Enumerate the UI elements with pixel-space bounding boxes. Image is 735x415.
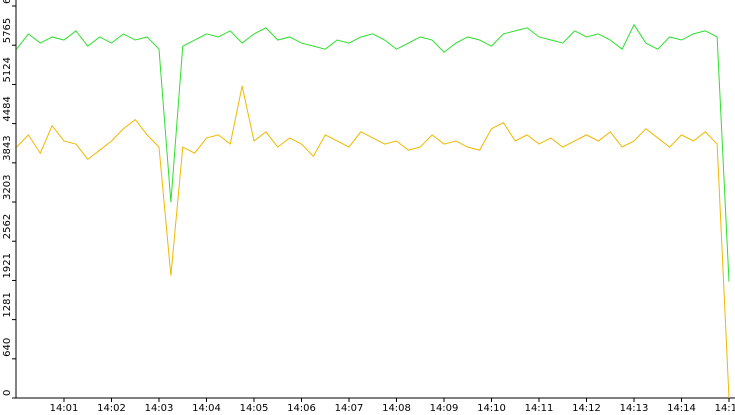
x-tick-label: 14:15 xyxy=(715,403,735,414)
x-tick-label: 14:08 xyxy=(382,403,411,414)
y-tick-label: 3203 xyxy=(2,175,13,200)
x-tick-label: 14:10 xyxy=(477,403,506,414)
x-tick-label: 14:02 xyxy=(97,403,126,414)
x-tick-label: 14:12 xyxy=(572,403,601,414)
x-tick-label: 14:04 xyxy=(192,403,221,414)
x-tick-label: 14:14 xyxy=(667,403,696,414)
x-tick-label: 14:13 xyxy=(620,403,649,414)
x-tick-label: 14:07 xyxy=(335,403,364,414)
y-tick-label: 5124 xyxy=(2,57,13,82)
y-tick-label: 1281 xyxy=(2,292,13,317)
x-tick-label: 14:11 xyxy=(525,403,554,414)
series-line xyxy=(16,23,730,282)
y-tick-label: 4484 xyxy=(2,96,13,121)
y-tick-label: 6406 xyxy=(2,0,13,4)
x-tick-label: 14:05 xyxy=(240,403,269,414)
x-tick-label: 14:03 xyxy=(145,403,174,414)
x-tick-label: 14:06 xyxy=(287,403,316,414)
y-tick-label: 2562 xyxy=(2,214,13,239)
x-tick-label: 14:01 xyxy=(50,403,79,414)
y-tick-label: 1921 xyxy=(2,253,13,278)
y-tick-label: 640 xyxy=(2,338,13,357)
y-tick-label: 0 xyxy=(2,390,13,396)
x-tick-label: 14:09 xyxy=(430,403,459,414)
series-line xyxy=(16,85,730,399)
y-tick-label: 3843 xyxy=(2,135,13,160)
y-tick-label: 5765 xyxy=(2,18,13,43)
